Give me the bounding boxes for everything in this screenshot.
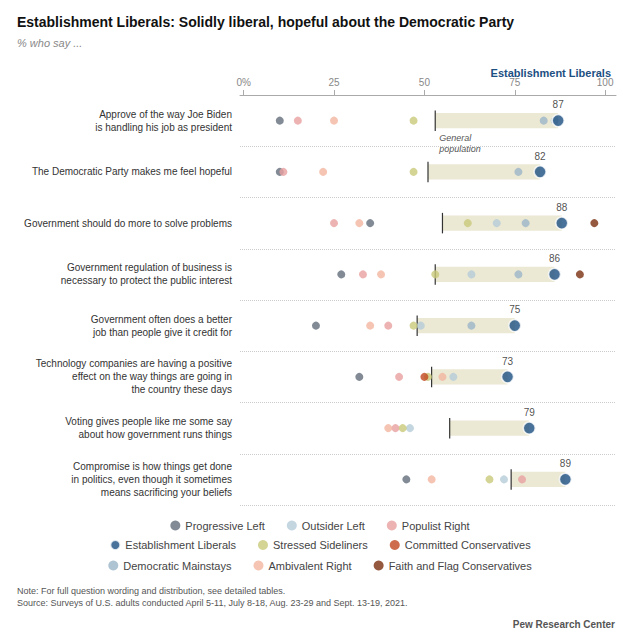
svg-text:means sacrificing your beliefs: means sacrificing your beliefs — [101, 487, 232, 498]
svg-text:The Democratic Party makes me: The Democratic Party makes me feel hopef… — [32, 166, 232, 177]
svg-text:50: 50 — [419, 77, 431, 88]
svg-text:75: 75 — [509, 304, 521, 315]
svg-text:89: 89 — [560, 458, 572, 469]
svg-text:necessary to protect the publi: necessary to protect the public interest — [61, 275, 232, 286]
svg-text:86: 86 — [549, 253, 561, 264]
svg-text:effect on the way things are g: effect on the way things are going in — [72, 371, 232, 382]
svg-text:Government should do more to s: Government should do more to solve probl… — [24, 218, 232, 229]
svg-text:job than people give it credit: job than people give it credit for — [92, 327, 233, 338]
svg-text:75: 75 — [509, 76, 521, 88]
svg-text:% who say ...: % who say ... — [17, 37, 82, 49]
svg-text:in politics, even though it so: in politics, even though it sometimes — [71, 474, 232, 485]
svg-text:Populist Right: Populist Right — [402, 520, 470, 532]
svg-text:the country these days: the country these days — [131, 384, 232, 395]
svg-text:Establishment Liberals: Establishment Liberals — [125, 539, 236, 551]
svg-text:Compromise is how things get d: Compromise is how things get done — [73, 461, 232, 472]
svg-text:Government often does a better: Government often does a better — [91, 314, 233, 325]
svg-text:88: 88 — [556, 202, 568, 213]
svg-text:25: 25 — [328, 77, 340, 88]
svg-text:Government regulation of busin: Government regulation of business is — [67, 262, 232, 273]
svg-text:82: 82 — [535, 151, 547, 162]
svg-text:Source: Surveys of U.S. adults: Source: Surveys of U.S. adults conducted… — [17, 598, 408, 608]
svg-text:Approve of the way Joe Biden: Approve of the way Joe Biden — [99, 109, 232, 120]
svg-text:Pew Research Center: Pew Research Center — [513, 619, 615, 630]
svg-text:Ambivalent Right: Ambivalent Right — [268, 560, 351, 572]
svg-text:87: 87 — [553, 99, 565, 110]
svg-text:Committed Conservatives: Committed Conservatives — [405, 539, 531, 551]
svg-text:Democratic Mainstays: Democratic Mainstays — [123, 560, 232, 572]
svg-text:Technology companies are havin: Technology companies are having a positi… — [36, 358, 233, 369]
svg-text:Voting gives people like me so: Voting gives people like me some say — [65, 416, 232, 427]
svg-text:79: 79 — [524, 407, 536, 418]
svg-text:General: General — [439, 133, 472, 143]
svg-text:0%: 0% — [236, 77, 251, 88]
svg-text:Stressed Sideliners: Stressed Sideliners — [273, 539, 368, 551]
svg-text:is handling his job as preside: is handling his job as president — [95, 122, 232, 133]
svg-text:Outsider Left: Outsider Left — [302, 520, 365, 532]
svg-text:Progressive Left: Progressive Left — [185, 520, 264, 532]
svg-text:Faith and Flag Conservatives: Faith and Flag Conservatives — [389, 560, 533, 572]
svg-text:100: 100 — [596, 76, 614, 88]
svg-text:population: population — [438, 144, 481, 154]
svg-text:Establishment Liberals: Establishment Liberals — [491, 67, 611, 79]
svg-text:Establishment Liberals: Solidl: Establishment Liberals: Solidly liberal,… — [17, 14, 514, 30]
svg-text:about how government runs thin: about how government runs things — [79, 429, 232, 440]
svg-text:Note: For full question wordin: Note: For full question wording and dist… — [17, 586, 285, 596]
svg-text:73: 73 — [502, 356, 514, 367]
